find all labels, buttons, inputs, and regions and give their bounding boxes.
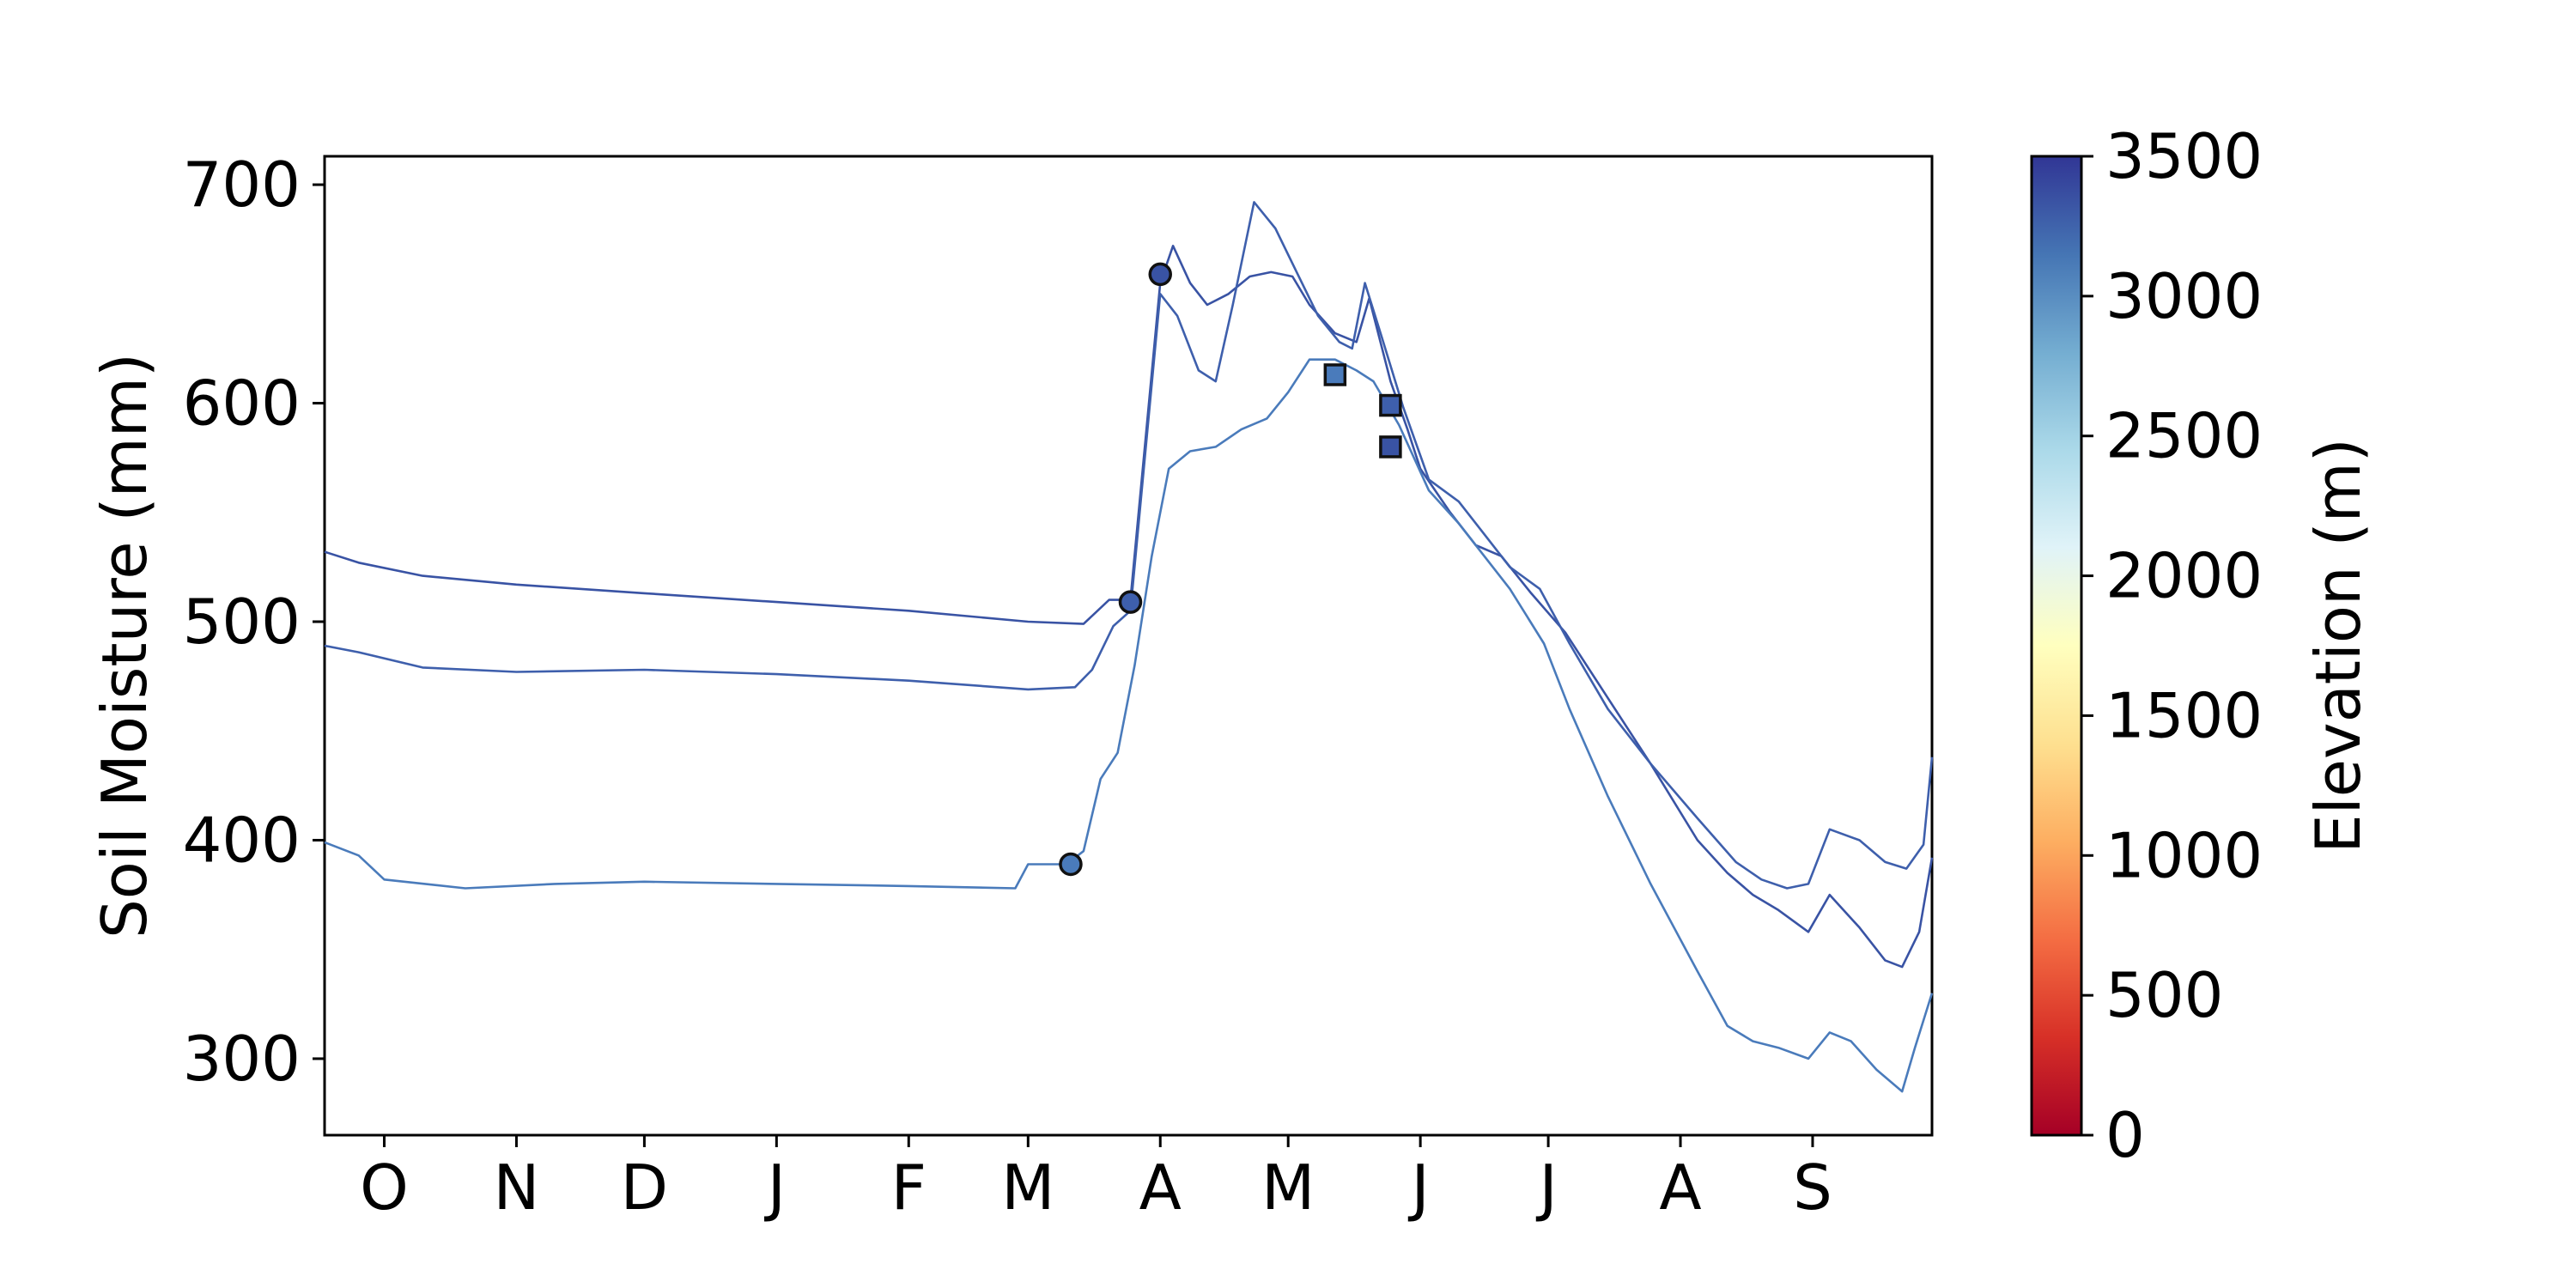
colorbar-title: Elevation (m) <box>2302 438 2374 854</box>
x-tick-label: J <box>1535 1151 1557 1224</box>
circle-marker-1 <box>1059 852 1083 877</box>
x-tick-label: A <box>1659 1151 1701 1224</box>
y-tick-label: 400 <box>183 804 301 876</box>
colorbar-tick-label: 2500 <box>2105 400 2263 472</box>
x-tick-label: A <box>1139 1151 1182 1224</box>
marker-layer <box>1059 262 1402 877</box>
x-tick-label: J <box>764 1151 786 1224</box>
series-line-1 <box>324 244 1934 969</box>
circle-marker-3 <box>1148 262 1172 287</box>
colorbar-tick-label: 1500 <box>2105 679 2263 751</box>
x-tick-label: S <box>1793 1151 1832 1224</box>
y-axis: 300 400 500 600 700 <box>183 149 325 1095</box>
colorbar: 0 500 1000 1500 2000 2500 3000 3500 Elevation (… <box>2030 120 2374 1171</box>
plot-frame <box>323 155 1934 1137</box>
circle-marker-2 <box>1118 590 1143 614</box>
y-axis-title: Soil Moisture (mm) <box>88 353 161 939</box>
x-tick-label: N <box>494 1151 540 1224</box>
colorbar-ticks: 0 500 1000 1500 2000 2500 3000 3500 <box>2081 120 2263 1171</box>
y-tick-label: 500 <box>183 586 301 658</box>
colorbar-tick-label: 1000 <box>2105 819 2263 891</box>
x-tick-label: O <box>360 1151 409 1224</box>
series-layer <box>324 201 1934 1093</box>
colorbar-tick-label: 0 <box>2105 1099 2145 1171</box>
x-tick-label: J <box>1408 1151 1430 1224</box>
colorbar-tick-label: 3000 <box>2105 260 2263 332</box>
square-marker-3 <box>1379 435 1402 459</box>
x-tick-label: F <box>891 1151 927 1224</box>
series-line-2 <box>324 201 1934 890</box>
y-tick-label: 300 <box>183 1023 301 1095</box>
colorbar-tick-label: 500 <box>2105 959 2223 1031</box>
y-tick-label: 700 <box>183 149 301 221</box>
colorbar-tick-label: 2000 <box>2105 540 2263 612</box>
x-tick-label: M <box>1001 1151 1054 1224</box>
plot-area <box>323 155 1934 1137</box>
series-line-3 <box>324 358 1934 1093</box>
colorbar-gradient <box>2030 155 2083 1137</box>
square-marker-1 <box>1323 363 1347 386</box>
x-tick-label: M <box>1261 1151 1315 1224</box>
x-tick-label: D <box>621 1151 668 1224</box>
square-marker-2 <box>1379 393 1402 417</box>
colorbar-tick-label: 3500 <box>2105 120 2263 192</box>
y-tick-label: 600 <box>183 368 301 440</box>
